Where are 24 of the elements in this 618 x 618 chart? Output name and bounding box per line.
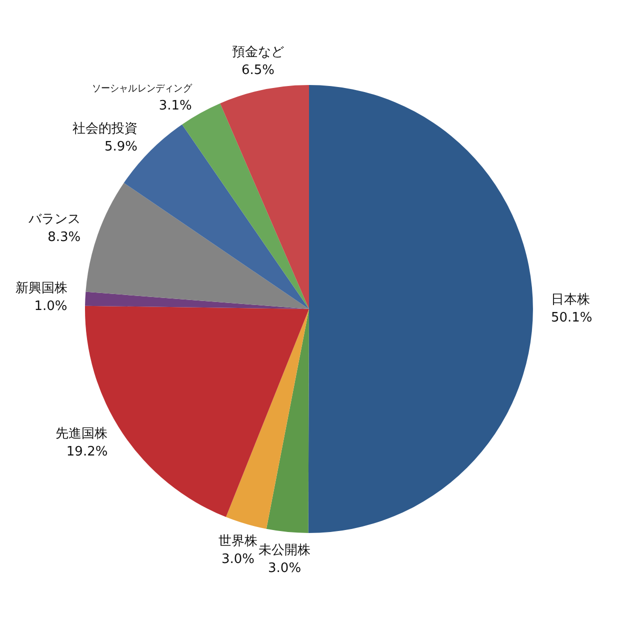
data-label: 6.5% — [241, 63, 274, 78]
slice-label: 日本株 — [551, 292, 590, 308]
data-label: 8.3% — [48, 230, 81, 245]
data-label: 1.0% — [34, 298, 68, 314]
data-label: 5.9% — [104, 139, 138, 154]
pie-slice — [226, 309, 309, 529]
slice-label: 預金など — [232, 45, 284, 60]
slice-label: 未公開株 — [258, 542, 311, 558]
pie-slice — [220, 85, 309, 309]
slice-label: 新興国株 — [15, 280, 68, 296]
pie-slice — [308, 85, 533, 533]
slice-label: バランス — [28, 212, 81, 227]
slice-label: ソーシャルレンディング — [92, 83, 202, 94]
data-label: 3.0% — [221, 552, 255, 567]
data-label: 3.1% — [158, 98, 192, 114]
slice-label: 社会的投資 — [72, 121, 138, 136]
pie-slice — [85, 292, 309, 309]
pie-slice — [266, 309, 309, 533]
pie-slice — [86, 182, 309, 309]
data-label: 19.2% — [66, 444, 108, 460]
data-label: 50.1% — [551, 310, 592, 326]
data-label: 3.0% — [268, 560, 302, 576]
slice-label: 先進国株 — [56, 426, 108, 442]
slice-label: 世界株 — [218, 534, 258, 549]
